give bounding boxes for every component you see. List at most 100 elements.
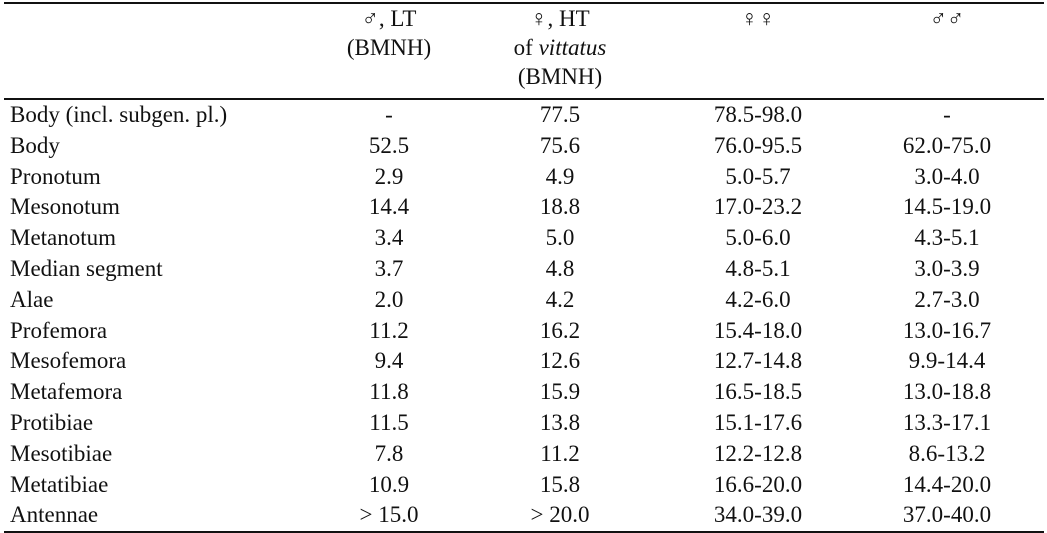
male-lectotype-value: 11.8 [369, 379, 409, 405]
header-male-lectotype-line1: ♂, LT [361, 6, 417, 31]
male-lectotype-value: 10.9 [368, 471, 410, 497]
header-female-holotype-line2: of vittatus [454, 33, 666, 62]
row-label: Metafemora [10, 379, 123, 405]
male-lectotype-value: 3.4 [374, 225, 404, 251]
males-range-value: 62.0-75.0 [902, 132, 992, 158]
males-range-value: 13.3-17.1 [902, 409, 992, 435]
female-holotype-value: 77.5 [539, 102, 581, 127]
female-holotype-value: 11.2 [540, 440, 580, 466]
header-females-label: ♀♀ [740, 6, 776, 31]
males-range-value: 13.0-18.8 [902, 379, 992, 405]
row-label: Body (incl. subgen. pl.) [10, 102, 228, 127]
table-row: Median segment 3.7 4.8 4.8-5.1 3.0-3.9 [4, 254, 1044, 285]
header-males-label: ♂♂ [929, 6, 965, 31]
male-lectotype-value: 3.7 [374, 255, 404, 281]
females-range-value: 17.0-23.2 [713, 194, 803, 220]
table-header: ♂, LT (BMNH) ♀, HT of vittatus (BMNH) ♀♀… [4, 2, 1044, 100]
table-row: Mesotibiae 7.8 11.2 12.2-12.8 8.6-13.2 [4, 439, 1044, 470]
males-range-value: - [943, 102, 951, 127]
row-label: Metanotum [10, 225, 117, 251]
female-holotype-value: 75.6 [539, 132, 581, 158]
male-lectotype-value: - [385, 102, 393, 127]
header-male-lectotype-line2: (BMNH) [346, 35, 432, 60]
female-holotype-value: 4.8 [545, 255, 575, 281]
females-range-value: 16.5-18.5 [713, 379, 803, 405]
female-holotype-value: 12.6 [539, 348, 581, 374]
table-row: Profemora 11.2 16.2 15.4-18.0 13.0-16.7 [4, 316, 1044, 347]
row-label: Pronotum [10, 163, 101, 189]
row-label: Antennae [4, 500, 324, 533]
row-label: Metatibiae [10, 471, 109, 497]
table-body: Body (incl. subgen. pl.) -77.5 78.5-98.0- B… [4, 99, 1044, 533]
males-range-value: 3.0-3.9 [914, 255, 980, 281]
males-range-value: 8.6-13.2 [908, 440, 986, 466]
row-label: Mesotibiae [10, 440, 113, 466]
male-lectotype-value: 11.2 [369, 317, 409, 343]
table-row: Body (incl. subgen. pl.) - 77.5 78.5-98.0 - [4, 99, 1044, 131]
measurements-table: ♂, LT (BMNH) ♀, HT of vittatus (BMNH) ♀♀… [4, 2, 1044, 533]
header-females: ♀♀ [666, 2, 850, 100]
female-holotype-value: 16.2 [539, 317, 581, 343]
table-row: Mesonotum 14.4 18.8 17.0-23.2 14.5-19.0 [4, 192, 1044, 223]
female-holotype-value: 15.9 [539, 379, 581, 405]
header-female-holotype-line3: (BMNH) [517, 64, 603, 89]
male-lectotype-value: 52.5 [368, 132, 410, 158]
male-lectotype-value: 2.9 [374, 163, 404, 189]
female-holotype-value: 4.2 [545, 286, 575, 312]
row-label: Mesofemora [10, 348, 127, 374]
males-range-value: 3.0-4.0 [914, 163, 980, 189]
female-holotype-value: 4.9 [545, 163, 575, 189]
males-range-value: 14.5-19.0 [902, 194, 992, 220]
row-label: Mesonotum [10, 194, 120, 220]
table-row: Metafemora 11.8 15.9 16.5-18.5 13.0-18.8 [4, 377, 1044, 408]
female-holotype-value: 5.0 [545, 225, 575, 251]
header-female-holotype-line1: ♀, HT [530, 6, 590, 31]
male-lectotype-value: 11.5 [369, 409, 409, 435]
males-range-value: 37.0-40.0 [850, 500, 1044, 533]
male-lectotype-value: > 15.0 [324, 500, 454, 533]
male-lectotype-value: 9.4 [374, 348, 404, 374]
male-lectotype-value: 14.4 [368, 194, 410, 220]
header-male-lectotype: ♂, LT (BMNH) [324, 2, 454, 100]
females-range-value: 12.2-12.8 [713, 440, 803, 466]
row-label: Alae [10, 286, 54, 312]
females-range-value: 5.0-6.0 [725, 225, 791, 251]
females-range-value: 15.1-17.6 [713, 409, 803, 435]
female-holotype-value: 18.8 [539, 194, 581, 220]
measurements-table-wrapper: ♂, LT (BMNH) ♀, HT of vittatus (BMNH) ♀♀… [4, 2, 1044, 533]
females-range-value: 4.8-5.1 [725, 255, 791, 281]
table-row: Pronotum 2.9 4.9 5.0-5.7 3.0-4.0 [4, 162, 1044, 193]
row-label: Profemora [10, 317, 108, 343]
males-range-value: 4.3-5.1 [914, 225, 980, 251]
row-label: Body [10, 132, 60, 158]
header-female-holotype-species: vittatus [538, 35, 607, 60]
table-row: Metatibiae 10.9 15.8 16.6-20.0 14.4-20.0 [4, 470, 1044, 501]
females-range-value: 76.0-95.5 [713, 132, 803, 158]
females-range-value: 34.0-39.0 [666, 500, 850, 533]
males-range-value: 2.7-3.0 [914, 286, 980, 312]
females-range-value: 4.2-6.0 [725, 286, 791, 312]
females-range-value: 78.5-98.0 [713, 102, 803, 127]
males-range-value: 14.4-20.0 [902, 471, 992, 497]
females-range-value: 16.6-20.0 [713, 471, 803, 497]
header-female-holotype: ♀, HT of vittatus (BMNH) [454, 2, 666, 100]
header-stub [4, 2, 324, 100]
male-lectotype-value: 2.0 [374, 286, 404, 312]
male-lectotype-value: 7.8 [374, 440, 404, 466]
males-range-value: 13.0-16.7 [902, 317, 992, 343]
table-row: Mesofemora 9.4 12.6 12.7-14.8 9.9-14.4 [4, 346, 1044, 377]
females-range-value: 12.7-14.8 [713, 348, 803, 374]
table-row: Alae 2.0 4.2 4.2-6.0 2.7-3.0 [4, 285, 1044, 316]
row-label: Protibiae [10, 409, 94, 435]
header-males: ♂♂ [850, 2, 1044, 100]
males-range-value: 9.9-14.4 [908, 348, 986, 374]
table-row: Protibiae 11.5 13.8 15.1-17.6 13.3-17.1 [4, 408, 1044, 439]
table-row: Metanotum 3.4 5.0 5.0-6.0 4.3-5.1 [4, 223, 1044, 254]
table-row: Antennae > 15.0 > 20.0 34.0-39.0 37.0-40.0 [4, 500, 1044, 533]
row-label: Median segment [10, 255, 163, 281]
female-holotype-value: 13.8 [539, 409, 581, 435]
females-range-value: 5.0-5.7 [725, 163, 791, 189]
females-range-value: 15.4-18.0 [713, 317, 803, 343]
header-row: ♂, LT (BMNH) ♀, HT of vittatus (BMNH) ♀♀… [4, 2, 1044, 100]
table-row: Body 52.5 75.6 76.0-95.5 62.0-75.0 [4, 131, 1044, 162]
